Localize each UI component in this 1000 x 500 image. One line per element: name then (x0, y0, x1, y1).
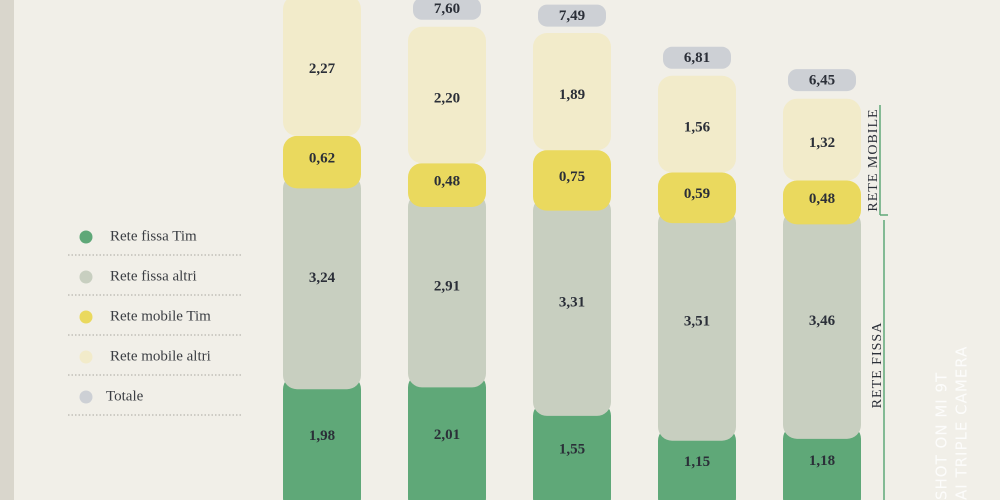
total-label: 7,60 (434, 1, 460, 17)
bar-segment (783, 98, 861, 181)
bar-segment (658, 172, 736, 224)
value-label: 3,46 (809, 313, 836, 329)
bar-segment (408, 373, 486, 500)
total-pill (788, 69, 856, 92)
total-label: 6,45 (809, 73, 835, 89)
legend-marker (79, 310, 93, 324)
bar-segment (783, 210, 861, 439)
bar-segment (658, 75, 736, 173)
legend-marker (79, 350, 93, 364)
total-label: 6,81 (684, 50, 710, 66)
value-label: 1,18 (809, 453, 835, 469)
value-label: 3,24 (309, 270, 336, 286)
page-edge (0, 0, 14, 500)
bar-segment (783, 180, 861, 225)
value-label: 3,51 (684, 313, 710, 329)
bar-segment (533, 401, 611, 500)
value-label: 2,27 (309, 61, 336, 77)
total-pill (413, 0, 481, 20)
legend-label: Rete mobile Tim (110, 308, 211, 324)
legend-label: Rete fissa Tim (110, 228, 197, 244)
legend-marker (79, 230, 93, 244)
value-label: 1,98 (309, 428, 335, 444)
bar-segment (283, 375, 361, 500)
total-pill (663, 46, 731, 69)
value-label: 1,32 (809, 135, 835, 151)
watermark: AI TRIPLE CAMERA (953, 346, 971, 500)
bar-segment (783, 424, 861, 500)
bar-segment (408, 163, 486, 207)
value-label: 1,89 (559, 87, 585, 103)
value-label: 2,20 (434, 90, 460, 106)
group-label: RETE MOBILE (866, 108, 881, 211)
legend-marker (79, 270, 93, 284)
bar-segment (283, 0, 361, 136)
value-label: 0,62 (309, 151, 335, 167)
total-label: 7,49 (559, 8, 585, 24)
value-label: 0,48 (434, 174, 460, 190)
value-label: 1,56 (684, 120, 711, 136)
bar-segment (658, 426, 736, 500)
value-label: 1,55 (559, 441, 585, 457)
bar-segment (283, 135, 361, 189)
value-label: 0,59 (684, 186, 710, 202)
value-label: 1,15 (684, 454, 710, 470)
watermark: SHOT ON MI 9T (933, 372, 951, 500)
bar-segment (658, 209, 736, 441)
legend-marker (79, 390, 93, 404)
total-pill (538, 4, 606, 27)
value-label: 0,48 (809, 191, 835, 207)
bar-segment (533, 33, 611, 151)
legend-label: Rete fissa altri (110, 268, 197, 284)
bar-segment (408, 192, 486, 388)
bar-segment (283, 174, 361, 390)
value-label: 2,01 (434, 427, 460, 443)
group-label: RETE FISSA (870, 322, 885, 409)
bar-segment (408, 26, 486, 164)
bar-segment (533, 150, 611, 211)
value-label: 0,75 (559, 169, 585, 185)
bar-segment (533, 196, 611, 416)
legend-label: Totale (106, 388, 144, 404)
value-label: 2,91 (434, 279, 460, 295)
value-label: 3,31 (559, 295, 585, 311)
legend-label: Rete mobile altri (110, 348, 211, 364)
